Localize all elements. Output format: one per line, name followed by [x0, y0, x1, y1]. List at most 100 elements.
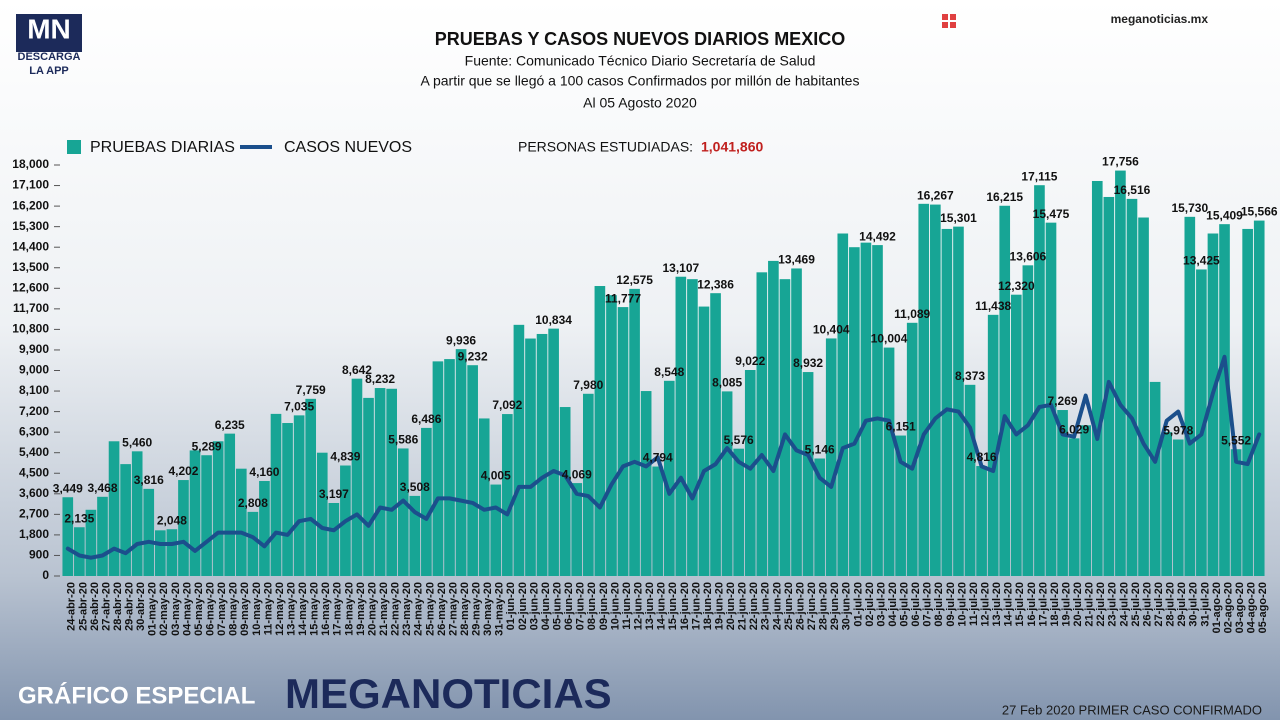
y-tick-label: 6,300: [19, 424, 49, 438]
bar: [455, 349, 467, 576]
data-label: 6,151: [886, 420, 916, 434]
x-tick-label: 23-jun-20: [760, 582, 772, 630]
x-tick-label: 09-jun-20: [598, 582, 610, 630]
bar: [293, 415, 305, 576]
data-label: 11,777: [605, 291, 641, 305]
bar: [640, 391, 652, 576]
bar: [1207, 233, 1219, 576]
data-label: 3,449: [53, 481, 83, 495]
y-tick-label: 17,100: [12, 178, 49, 192]
bar: [802, 372, 814, 576]
bar: [1161, 432, 1172, 576]
data-label: 13,606: [1010, 250, 1047, 264]
data-label: 11,438: [975, 299, 1011, 313]
bar: [617, 307, 629, 576]
x-tick-label: 30-abr-20: [135, 582, 147, 631]
data-label: 9,936: [446, 333, 476, 347]
data-label: 2,048: [157, 513, 187, 527]
bar: [930, 204, 941, 576]
x-tick-label: 19-jun-20: [713, 582, 725, 630]
bar: [155, 530, 166, 576]
data-label: 4,794: [643, 451, 673, 465]
data-label: 2,808: [238, 496, 268, 510]
y-tick-label: 11,700: [13, 301, 49, 315]
x-tick-label: 21-may-20: [378, 582, 390, 636]
data-label: 8,232: [365, 372, 395, 386]
y-tick-label: 4,500: [19, 465, 49, 479]
data-label: 5,552: [1221, 433, 1251, 447]
x-tick-label: 12-jun-20: [632, 582, 644, 630]
data-label: 13,469: [778, 253, 815, 267]
bar: [316, 452, 328, 576]
x-tick-label: 05-ago-20: [1257, 582, 1269, 633]
x-tick-label: 05-may-20: [193, 582, 205, 636]
x-tick-label: 04-jul-20: [887, 582, 899, 627]
bar: [178, 480, 189, 576]
x-tick-label: 20-may-20: [366, 582, 378, 636]
data-label: 15,566: [1241, 205, 1278, 219]
data-label: 5,460: [122, 436, 152, 450]
bar: [629, 288, 640, 576]
x-tick-label: 19-may-20: [355, 582, 367, 636]
data-label: 3,468: [87, 481, 117, 495]
data-label: 8,085: [712, 376, 742, 390]
x-tick-label: 05-jun-20: [552, 582, 564, 630]
x-tick-label: 24-jun-20: [771, 582, 783, 630]
bar: [582, 393, 594, 576]
data-label: 8,642: [342, 363, 372, 377]
x-tick-label: 30-jul-20: [1188, 582, 1200, 627]
logo-app: LA APP: [29, 65, 69, 77]
bar: [1196, 269, 1207, 576]
footer-brand: MEGANOTICIAS: [285, 670, 612, 717]
bar: [189, 450, 201, 576]
icon: [950, 14, 956, 20]
bar: [559, 407, 571, 576]
bar: [502, 414, 513, 576]
data-label: 3,197: [319, 487, 349, 501]
bar: [536, 333, 548, 576]
data-label: 7,269: [1048, 394, 1078, 408]
bar: [305, 398, 317, 576]
x-tick-label: 20-jun-20: [725, 582, 737, 630]
data-label: 7,092: [492, 398, 522, 412]
data-label: 10,004: [871, 332, 908, 346]
data-label: 7,759: [296, 383, 326, 397]
data-label: 6,029: [1059, 423, 1089, 437]
bar: [698, 306, 710, 576]
logo-box: [16, 14, 82, 52]
data-label: 17,115: [1021, 169, 1057, 183]
bar: [675, 276, 687, 576]
bar: [791, 268, 802, 576]
x-tick-label: 09-may-20: [239, 582, 251, 636]
line: [65, 354, 1262, 560]
x-tick-label: 27-may-20: [447, 582, 459, 636]
x-tick-label: 05-jul-20: [899, 582, 911, 627]
bar: [687, 279, 698, 576]
data-label: 12,575: [616, 273, 653, 287]
x-tick-label: 06-jun-20: [563, 582, 575, 630]
bar: [235, 468, 247, 576]
subtitle: A partir que se llegó a 100 casos Confir…: [421, 73, 860, 89]
x-tick-label: 03-ago-20: [1234, 582, 1246, 633]
data-label: 12,386: [697, 277, 734, 291]
icon: [942, 14, 948, 20]
bar: [768, 260, 779, 576]
x-tick-label: 26-may-20: [436, 582, 448, 636]
subtitle: Al 05 Agosto 2020: [583, 95, 697, 111]
bar: [1080, 425, 1092, 576]
x-tick-label: 01-jun-20: [505, 582, 517, 630]
x-tick-label: 13-jul-20: [991, 582, 1003, 627]
y-tick-label: 18,000: [12, 157, 49, 171]
data-label: 4,005: [481, 469, 511, 483]
footer-note: 27 Feb 2020 PRIMER CASO CONFIRMADO: [1002, 702, 1262, 717]
bar: [825, 338, 837, 576]
x-tick-label: 08-jul-20: [933, 582, 945, 627]
bar: [513, 324, 525, 576]
data-label: 10,834: [535, 313, 572, 327]
bar: [97, 496, 108, 576]
x-tick-label: 10-may-20: [251, 582, 263, 636]
x-tick-label: 26-abr-20: [89, 582, 101, 631]
data-label: 6,235: [215, 418, 245, 432]
x-tick-label: 31-jul-20: [1199, 582, 1211, 627]
x-tick-label: 19-jul-20: [1060, 582, 1072, 627]
